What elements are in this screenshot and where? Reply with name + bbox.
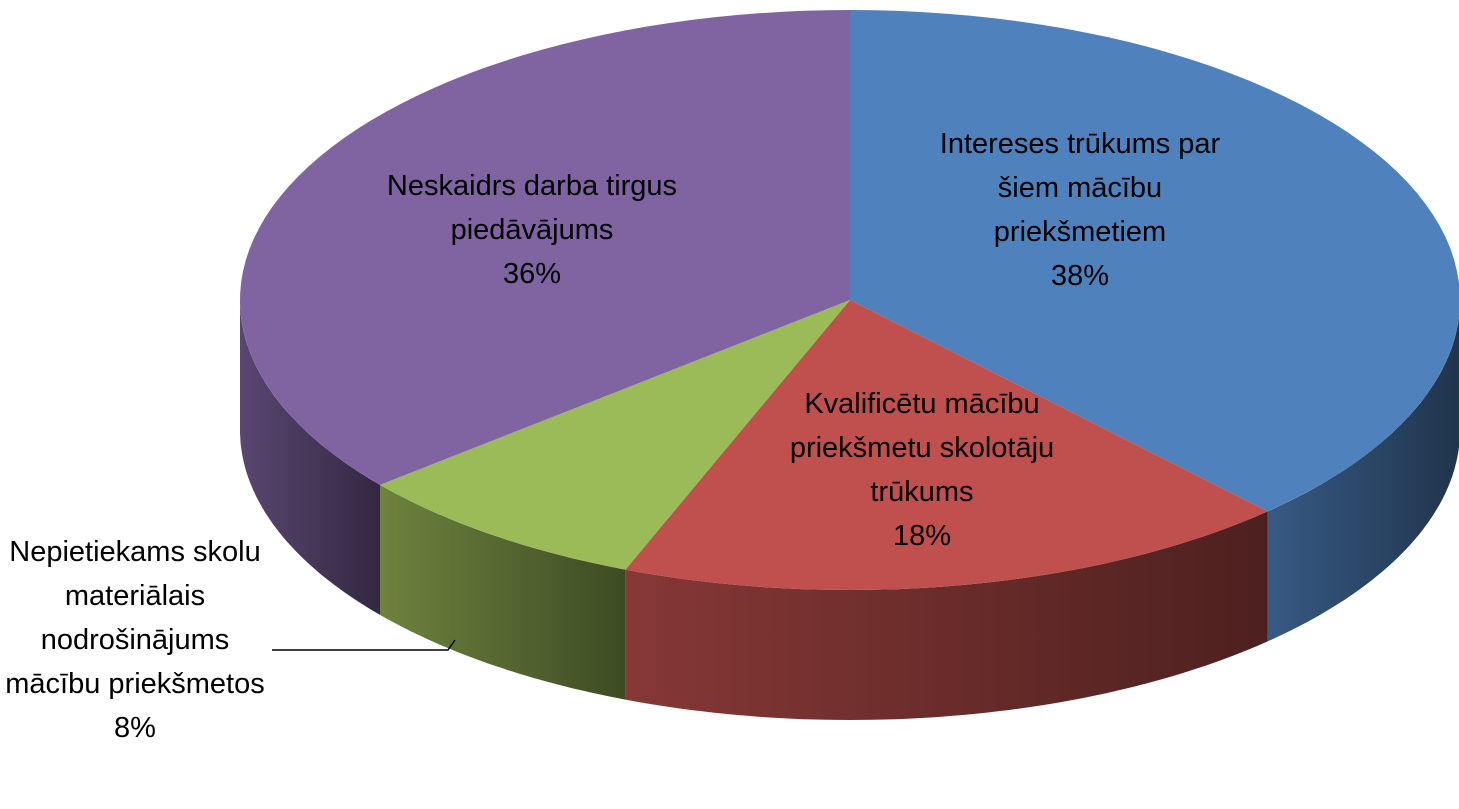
pie-side xyxy=(380,484,626,700)
slice-name: Kvalificētu mācību priekšmetu skolotāju … xyxy=(789,388,1055,508)
slice-label: Nepietiekams skolu materiālais nodrošinā… xyxy=(0,530,270,750)
pie-side xyxy=(625,511,1268,720)
slice-name: Neskaidrs darba tirgus piedāvājums xyxy=(386,170,678,246)
slice-name: Nepietiekams skolu materiālais nodrošinā… xyxy=(5,536,265,700)
slice-label: Intereses trūkums par šiem mācību priekš… xyxy=(915,122,1245,298)
slice-value: 38% xyxy=(1050,260,1110,292)
leader-line xyxy=(272,639,456,651)
slice-value: 8% xyxy=(114,712,156,744)
pie-side xyxy=(1267,316,1459,642)
pie-slice xyxy=(240,10,850,485)
slice-label: Kvalificētu mācību priekšmetu skolotāju … xyxy=(752,382,1092,558)
slice-name: Intereses trūkums par šiem mācību priekš… xyxy=(939,128,1221,248)
pie-slice xyxy=(380,300,850,570)
pie-slice xyxy=(625,300,1268,590)
pie-sides xyxy=(240,300,1459,720)
slice-label: Neskaidrs darba tirgus piedāvājums 36% xyxy=(382,164,682,296)
slice-value: 18% xyxy=(892,520,952,552)
pie-slice xyxy=(850,10,1459,512)
slice-value: 36% xyxy=(502,258,562,290)
pie-side xyxy=(240,300,380,615)
